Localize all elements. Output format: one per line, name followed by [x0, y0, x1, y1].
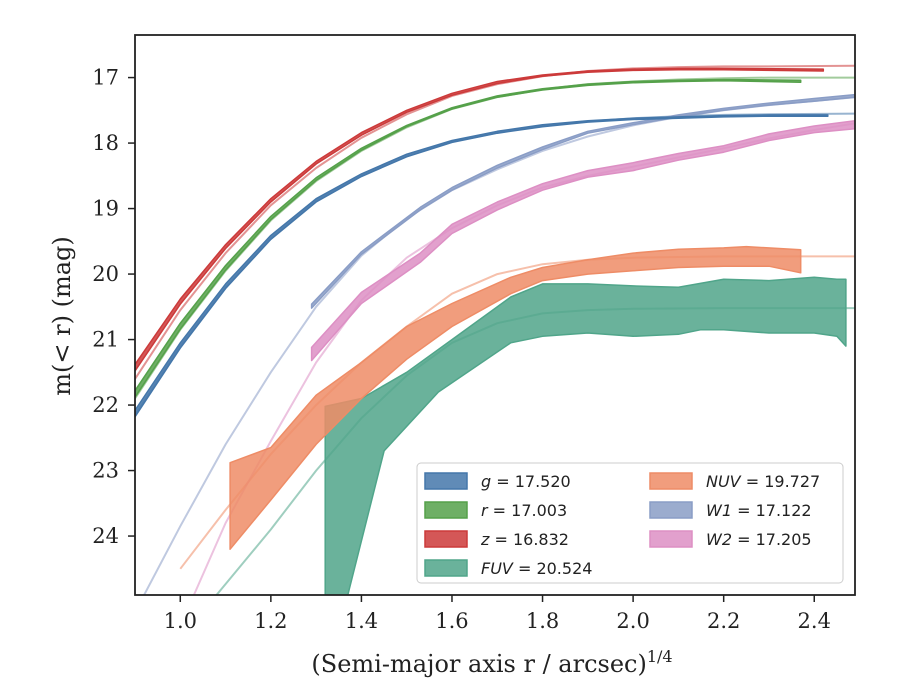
legend-swatch-r [424, 501, 468, 519]
x-tick-label: 2.2 [707, 609, 740, 633]
y-tick-label: 21 [92, 328, 119, 352]
legend-swatch-z [424, 530, 468, 548]
W1-data-band [310, 93, 855, 309]
legend: g = 17.520 r = 17.003 z = 16.832 FUV = 20.5… [416, 462, 844, 584]
x-axis-label-main: (Semi-major axis r / arcsec) [311, 650, 646, 678]
legend-swatch-W1 [649, 501, 693, 519]
x-axis-label: (Semi-major axis r / arcsec)1/4 [311, 647, 672, 678]
x-tick-label: 1.4 [345, 609, 378, 633]
y-tick-label: 23 [92, 459, 119, 483]
legend-entry-W1: W1 = 17.122 [706, 501, 812, 520]
y-tick-label: 20 [92, 262, 119, 286]
plot-frame [134, 34, 856, 596]
data-bands-layer [135, 67, 855, 595]
g-data-band [135, 114, 829, 418]
x-tick-label: 2.4 [798, 609, 831, 633]
y-tick-label: 19 [92, 197, 119, 221]
x-tick-label: 1.6 [435, 609, 468, 633]
legend-entry-g: g = 17.520 [481, 472, 571, 491]
y-tick-label: 24 [92, 524, 119, 548]
legend-entry-W2: W2 = 17.205 [706, 530, 812, 549]
x-tick-label: 1.2 [254, 609, 287, 633]
legend-entry-z: z = 16.832 [480, 530, 569, 549]
r-data-band [135, 78, 802, 398]
y-axis-label: m(< r) (mag) [48, 236, 76, 395]
x-tick-label: 2.0 [616, 609, 649, 633]
y-tick-label: 17 [92, 66, 119, 90]
x-tick-label: 1.0 [164, 609, 197, 633]
FUV-data-band [324, 276, 847, 595]
x-axis-ticks: 1.0 1.2 1.4 1.6 1.8 2.0 2.2 2.4 [164, 595, 831, 633]
legend-swatch-g [424, 472, 468, 490]
legend-frame [416, 462, 844, 584]
x-axis-label-sup: 1/4 [647, 647, 673, 666]
legend-swatch-W2 [649, 530, 693, 548]
W2-data-band [310, 120, 855, 362]
legend-swatch-NUV [649, 472, 693, 490]
legend-swatch-FUV [424, 559, 468, 577]
legend-entry-FUV: FUV = 20.524 [481, 559, 592, 578]
y-tick-label: 18 [92, 131, 119, 155]
x-tick-label: 1.8 [526, 609, 559, 633]
y-axis-ticks: 17 18 19 20 21 22 23 24 [92, 66, 135, 548]
NUV-data-band [229, 245, 802, 550]
z-data-band [135, 67, 825, 372]
legend-entry-NUV: NUV = 19.727 [706, 472, 820, 491]
legend-entry-r: r = 17.003 [481, 501, 567, 520]
y-tick-label: 22 [92, 393, 119, 417]
